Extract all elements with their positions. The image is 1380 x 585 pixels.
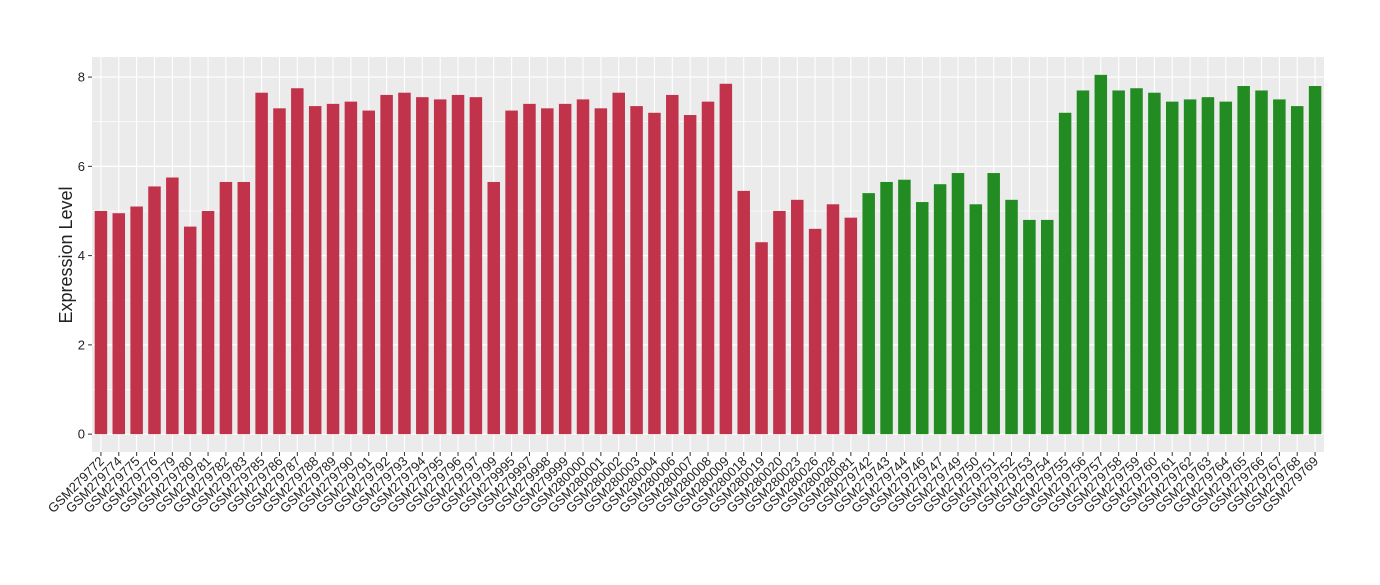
bar xyxy=(773,210,786,435)
bar xyxy=(1094,74,1108,435)
bar xyxy=(380,94,393,435)
bar xyxy=(666,94,679,435)
bar xyxy=(487,181,500,435)
bar xyxy=(1290,106,1304,435)
bar xyxy=(916,202,929,435)
bar xyxy=(1183,99,1197,435)
bar xyxy=(862,193,875,435)
bar xyxy=(166,177,179,435)
bar xyxy=(558,103,572,435)
bar xyxy=(844,217,858,435)
bar xyxy=(255,92,268,435)
bar xyxy=(987,173,1000,435)
bar xyxy=(130,206,143,435)
bar xyxy=(808,228,822,435)
bar xyxy=(933,184,947,435)
bar xyxy=(576,99,590,435)
bar xyxy=(594,108,608,435)
bar xyxy=(1148,92,1161,435)
y-tick-label: 4 xyxy=(78,248,85,263)
bar xyxy=(416,97,429,435)
y-tick-label: 0 xyxy=(78,427,85,442)
bar xyxy=(683,115,697,435)
bar xyxy=(523,103,536,435)
bar xyxy=(291,88,304,435)
bar xyxy=(148,186,161,435)
bar xyxy=(433,99,447,435)
bar xyxy=(737,190,750,435)
bar xyxy=(701,101,715,435)
bar xyxy=(1237,86,1250,435)
bar xyxy=(612,92,625,435)
bar xyxy=(630,106,643,435)
bar xyxy=(898,179,911,435)
bar xyxy=(880,181,893,435)
bar xyxy=(183,226,197,435)
bar xyxy=(362,110,376,435)
bar xyxy=(1130,88,1143,435)
bar xyxy=(541,108,554,435)
bar xyxy=(1058,112,1072,435)
bar xyxy=(201,210,215,435)
bar xyxy=(826,204,840,435)
bar xyxy=(1273,99,1286,435)
bar xyxy=(1005,199,1018,435)
bar xyxy=(94,210,108,435)
y-tick-label: 6 xyxy=(78,159,85,174)
bar xyxy=(398,92,411,435)
bar xyxy=(1023,219,1036,435)
bar xyxy=(719,83,733,435)
bar xyxy=(112,213,126,435)
bar xyxy=(951,173,965,435)
bar xyxy=(1255,90,1268,435)
bar xyxy=(1308,86,1322,435)
bar xyxy=(1219,101,1233,435)
bar xyxy=(648,112,661,435)
bar xyxy=(237,181,251,435)
bar xyxy=(469,97,483,435)
bar xyxy=(755,242,768,435)
bar xyxy=(1165,101,1179,435)
bar xyxy=(1040,219,1054,435)
y-axis-title: Expression Level xyxy=(56,186,76,323)
bar xyxy=(308,106,322,435)
bar xyxy=(791,199,804,435)
bar xyxy=(1201,97,1215,435)
bar xyxy=(1076,90,1090,435)
bar xyxy=(219,181,233,435)
bar xyxy=(1112,90,1125,435)
y-tick-label: 2 xyxy=(78,337,85,352)
bar xyxy=(326,103,340,435)
bar xyxy=(344,101,358,435)
y-tick-label: 8 xyxy=(78,70,85,85)
bar xyxy=(451,94,465,435)
bar xyxy=(969,204,983,435)
bar xyxy=(505,110,518,435)
bar xyxy=(273,108,286,435)
